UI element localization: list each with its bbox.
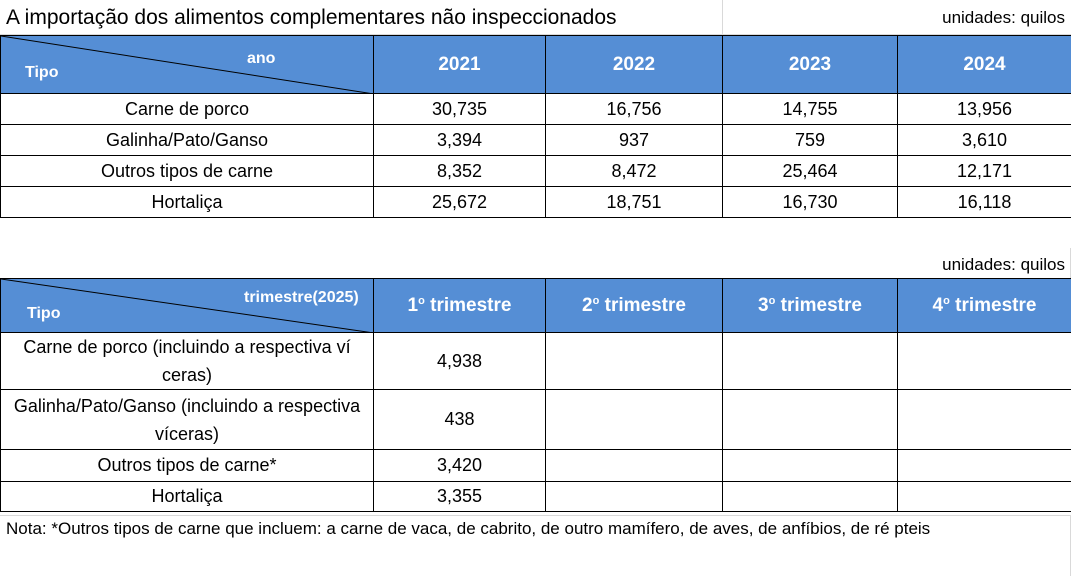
gridline [0,34,1071,35]
table-row: Galinha/Pato/Ganso 3,394 937 759 3,610 [0,124,1071,156]
table-row: Carne de porco 30,735 16,756 14,755 13,9… [0,93,1071,125]
cell-value: 3,610 [897,124,1071,156]
cell-value: 16,756 [545,93,723,125]
corner-label-type: Tipo [25,64,59,81]
table-row: Outros tipos de carne* 3,420 [0,449,1071,482]
cell-value [722,481,898,512]
diagonal-divider [1,36,374,94]
cell-value [545,389,723,450]
cell-value [897,481,1071,512]
cell-value: 3,420 [373,449,546,482]
cell-value [545,449,723,482]
cell-value: 16,730 [722,186,898,218]
annual-table: ano Tipo 2021 2022 2023 2024 Carne de po… [0,35,1071,218]
row-type: Galinha/Pato/Ganso (incluindo a respecti… [0,389,374,450]
year-header: 2021 [373,35,546,94]
corner-label-type: Tipo [27,305,61,322]
annual-corner-cell: ano Tipo [0,35,374,94]
diagonal-divider [1,279,374,333]
gridline [722,0,723,34]
cell-value [545,332,723,390]
page-title: A importação dos alimentos complementare… [6,6,617,29]
cell-value: 4,938 [373,332,546,390]
cell-value [722,449,898,482]
quarter-header: 4o trimestre [897,278,1071,333]
cell-value [897,449,1071,482]
unit-label-annual: unidades: quilos [942,8,1065,27]
corner-label-quarter: trimestre(2025) [244,289,359,306]
unit-label-quarterly: unidades: quilos [942,255,1065,274]
table-row: Hortaliça 3,355 [0,481,1071,512]
table-row: Galinha/Pato/Ganso (incluindo a respecti… [0,389,1071,450]
row-type: Galinha/Pato/Ganso [0,124,374,156]
table-row: Outros tipos de carne 8,352 8,472 25,464… [0,155,1071,187]
year-header: 2022 [545,35,723,94]
quarter-header: 3o trimestre [722,278,898,333]
cell-value: 12,171 [897,155,1071,187]
row-type: Carne de porco [0,93,374,125]
cell-value: 759 [722,124,898,156]
row-type: Outros tipos de carne [0,155,374,187]
quarter-header: 2o trimestre [545,278,723,333]
row-type: Hortaliça [0,186,374,218]
cell-value: 25,464 [722,155,898,187]
cell-value: 8,352 [373,155,546,187]
cell-value: 16,118 [897,186,1071,218]
cell-value: 25,672 [373,186,546,218]
cell-value: 8,472 [545,155,723,187]
table-row: Carne de porco (incluindo a respectiva v… [0,332,1071,390]
cell-value: 3,355 [373,481,546,512]
quarter-header: 1o trimestre [373,278,546,333]
year-header: 2024 [897,35,1071,94]
quarterly-corner-cell: trimestre(2025) Tipo [0,278,374,333]
cell-value: 14,755 [722,93,898,125]
gridline [0,515,1071,516]
cell-value [897,389,1071,450]
cell-value [722,332,898,390]
table-row: Hortaliça 25,672 18,751 16,730 16,118 [0,186,1071,218]
corner-label-year: ano [247,50,276,67]
quarterly-table: trimestre(2025) Tipo 1o trimestre 2o tri… [0,278,1071,512]
cell-value: 13,956 [897,93,1071,125]
row-type: Carne de porco (incluindo a respectiva v… [0,332,374,390]
row-type: Hortaliça [0,481,374,512]
cell-value: 438 [373,389,546,450]
cell-value [897,332,1071,390]
cell-value [722,389,898,450]
quarterly-header-row: trimestre(2025) Tipo 1o trimestre 2o tri… [0,278,1071,333]
cell-value: 3,394 [373,124,546,156]
row-type: Outros tipos de carne* [0,449,374,482]
cell-value [545,481,723,512]
cell-value: 937 [545,124,723,156]
annual-header-row: ano Tipo 2021 2022 2023 2024 [0,35,1071,94]
year-header: 2023 [722,35,898,94]
cell-value: 18,751 [545,186,723,218]
cell-value: 30,735 [373,93,546,125]
footnote: Nota: *Outros tipos de carne que incluem… [6,519,931,538]
